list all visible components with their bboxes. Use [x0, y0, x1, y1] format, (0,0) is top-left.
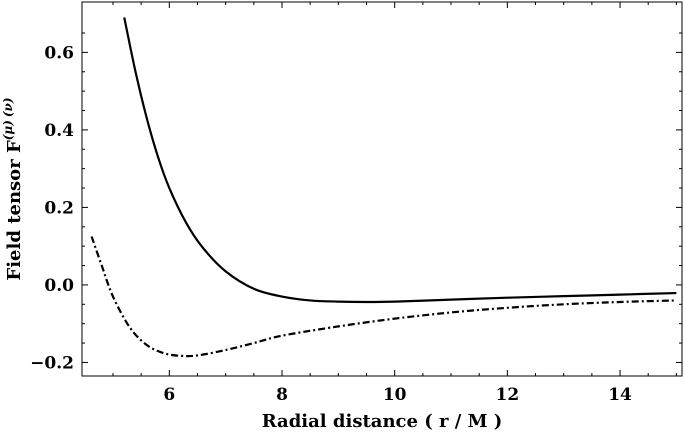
series-line-2-dashdot — [90, 236, 677, 358]
y-tick-label: 0.0 — [44, 276, 74, 296]
y-axis-label-main: Field tensor F — [4, 140, 25, 281]
y-tick-label: −0.2 — [30, 353, 74, 373]
series-line-1-solid — [123, 17, 677, 304]
x-tick-label: 14 — [608, 385, 632, 405]
y-axis-label-group: Field tensor F(μ) (ν) — [1, 97, 25, 280]
y-tick-label: 0.4 — [44, 121, 74, 141]
y-tick-label: 0.2 — [44, 198, 74, 218]
x-tick-label: 10 — [383, 385, 407, 405]
y-tick-label: 0.6 — [44, 43, 74, 63]
plot-frame — [81, 1, 683, 377]
x-tick-label: 6 — [163, 385, 175, 405]
x-tick-label: 12 — [496, 385, 520, 405]
y-axis-label: Field tensor F(μ) (ν) — [1, 97, 25, 280]
x-tick-label: 8 — [276, 385, 288, 405]
series-group — [90, 17, 677, 358]
y-axis-label-mu: (μ) — [1, 120, 15, 140]
y-axis-label-nu: (ν) — [1, 97, 15, 117]
x-axis-label: Radial distance ( r / M ) — [262, 411, 503, 432]
axis-ticks: 6 8 10 12 14 −0.2 0.0 0.2 0.4 0.6 — [30, 2, 682, 405]
